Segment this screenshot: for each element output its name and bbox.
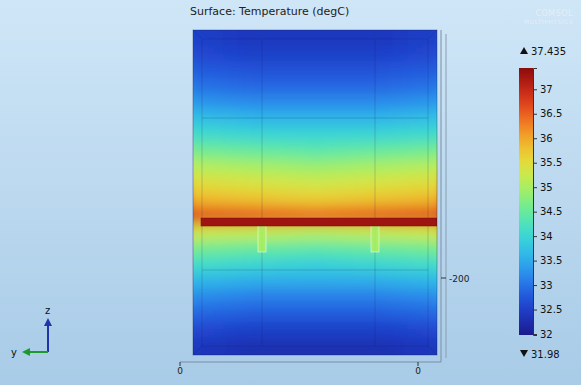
tick-label: 32 [540, 329, 553, 340]
surface [193, 30, 437, 355]
frame-line [193, 30, 202, 39]
axis-line [441, 30, 442, 362]
box-outline [193, 30, 437, 355]
logo: MULTIPHYSICS [524, 18, 573, 25]
tick: 35 [533, 182, 553, 193]
box-axes: 0 0 -200 [177, 30, 470, 376]
box-frame [193, 30, 437, 355]
tick-mark [533, 114, 537, 115]
tick-mark [533, 187, 537, 188]
heatmap-row [193, 338, 437, 355]
tick-label: 37 [540, 84, 553, 95]
tick-mark [533, 285, 537, 286]
tick-label: 34.5 [540, 206, 562, 217]
frame-line [428, 346, 437, 355]
triad-arrow [44, 318, 52, 326]
triad-z [47, 324, 49, 352]
heatmap-row [193, 322, 437, 340]
heatmap-row [193, 62, 437, 80]
frame-line [428, 30, 437, 39]
plot-area [193, 30, 437, 355]
heatmap-row [193, 175, 437, 193]
tick-mark [533, 334, 537, 335]
tick-mark [533, 163, 537, 164]
axis-line [446, 34, 447, 358]
heatmap-row [193, 192, 437, 210]
heatmap-row [193, 127, 437, 145]
title: Surface: Temperature (degC) [190, 5, 349, 18]
tick-mark [533, 310, 537, 311]
tick-mark [441, 278, 446, 279]
tick-mark [533, 261, 537, 262]
tick-label: 0 [177, 366, 183, 376]
heatmap-row [193, 257, 437, 275]
heatmap-row [193, 143, 437, 161]
tick: 37 [533, 84, 553, 95]
tick-label: -200 [449, 274, 470, 284]
tick: 33 [533, 280, 553, 291]
tick-label: 34 [540, 231, 553, 242]
heatmap-row [193, 110, 437, 128]
frame-line [202, 270, 428, 271]
tick-label: 35.5 [540, 157, 562, 168]
tick-mark [533, 212, 537, 213]
tick-label: 0 [415, 366, 421, 376]
triad-label: y [11, 347, 17, 358]
frame-line [202, 118, 428, 119]
tick: 36.5 [533, 108, 562, 119]
heatmap-row [193, 208, 437, 226]
tick-label: 33 [540, 280, 553, 291]
heatmap-row [193, 240, 437, 258]
heatmap-row [193, 305, 437, 323]
tick: 34.5 [533, 206, 562, 217]
tick-label: 32.5 [540, 304, 562, 315]
tick-label: 35 [540, 182, 553, 193]
heatmap-row [193, 289, 437, 307]
triad-arrow [22, 348, 30, 356]
heatmap-row [193, 159, 437, 177]
tick: 32.5 [533, 304, 562, 315]
max-label: 37.435 [531, 46, 566, 57]
frame-line [428, 39, 429, 346]
frame-line [202, 39, 428, 40]
tick: 35.5 [533, 157, 562, 168]
heatmap-row [193, 224, 437, 242]
tick-mark [533, 138, 537, 139]
frame-line [375, 39, 376, 346]
axis-line [180, 362, 441, 363]
background [0, 0, 581, 385]
frame-line [202, 39, 203, 346]
min-glyph [520, 350, 528, 357]
frame-line [262, 39, 263, 346]
min-label: 31.98 [531, 349, 560, 360]
chart-svg: 0 0 -200 Surface: Temperature (degC) COMSOLM… [0, 0, 581, 385]
triad-y [28, 351, 48, 353]
axis-line [534, 69, 538, 336]
colorbar-axis: 32 32.5 33 33.5 34 34.5 35 35.5 36 36.5 37 [533, 69, 562, 340]
heatmap-row [193, 273, 437, 291]
heatmap-row [193, 78, 437, 96]
frame-line [202, 346, 428, 347]
tick: 34 [533, 231, 553, 242]
tick: 33.5 [533, 255, 562, 266]
heatmap-row [193, 30, 437, 47]
tick-label: 33.5 [540, 255, 562, 266]
tick-mark [533, 236, 537, 237]
tick: 32 [533, 329, 553, 340]
tick-mark [533, 89, 537, 90]
tick-label: 36.5 [540, 108, 562, 119]
tick-label: 36 [540, 133, 553, 144]
triad-label: z [45, 305, 50, 316]
logo: COMSOL [535, 9, 573, 18]
colorbar [519, 68, 533, 335]
heatmap-row [193, 94, 437, 112]
frame-line [193, 346, 202, 355]
tick: 36 [533, 133, 553, 144]
heatmap-row [193, 45, 437, 63]
heater [201, 218, 437, 226]
axis-triad: yz [11, 305, 52, 358]
max-glyph [520, 47, 528, 54]
